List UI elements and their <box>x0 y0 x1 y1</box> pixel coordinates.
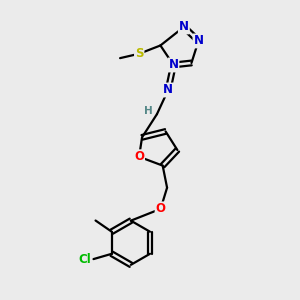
Text: H: H <box>144 106 152 116</box>
Text: N: N <box>168 58 178 71</box>
Text: N: N <box>163 83 173 97</box>
Text: O: O <box>134 150 144 163</box>
Text: O: O <box>156 202 166 215</box>
Text: N: N <box>194 34 203 47</box>
Text: Cl: Cl <box>78 253 91 266</box>
Text: S: S <box>135 47 143 60</box>
Text: N: N <box>179 20 189 33</box>
